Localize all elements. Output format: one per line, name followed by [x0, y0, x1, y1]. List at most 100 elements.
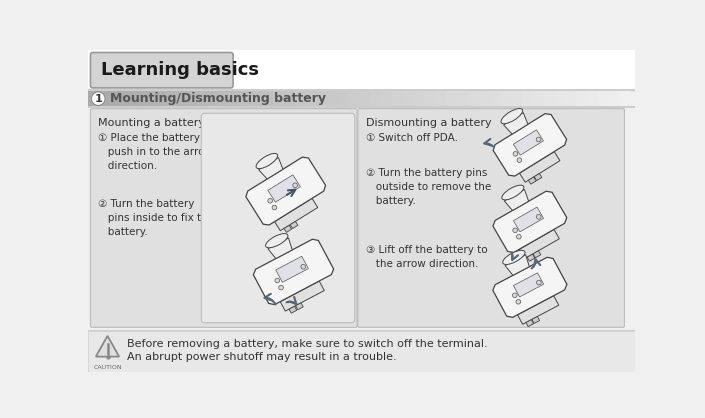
Ellipse shape [503, 250, 525, 265]
FancyBboxPatch shape [435, 91, 447, 106]
Polygon shape [534, 173, 542, 181]
Polygon shape [518, 229, 559, 259]
FancyBboxPatch shape [316, 91, 328, 106]
Text: Dismounting a battery: Dismounting a battery [366, 118, 491, 128]
Polygon shape [504, 189, 529, 211]
FancyBboxPatch shape [338, 91, 349, 106]
FancyBboxPatch shape [598, 91, 610, 106]
Circle shape [537, 280, 541, 285]
FancyBboxPatch shape [392, 91, 403, 106]
FancyBboxPatch shape [327, 91, 338, 106]
FancyBboxPatch shape [358, 109, 625, 327]
Polygon shape [268, 175, 300, 202]
FancyBboxPatch shape [153, 91, 165, 106]
FancyBboxPatch shape [479, 91, 491, 106]
FancyBboxPatch shape [175, 91, 187, 106]
Polygon shape [532, 316, 539, 324]
Polygon shape [295, 303, 303, 310]
Text: CAUTION: CAUTION [93, 365, 122, 370]
Text: ① Place the battery and
   push in to the arrow
   direction.: ① Place the battery and push in to the a… [98, 133, 223, 171]
Polygon shape [528, 177, 536, 184]
Text: ③ Lift off the battery to
   the arrow direction.: ③ Lift off the battery to the arrow dire… [366, 245, 487, 269]
Ellipse shape [501, 109, 522, 124]
FancyBboxPatch shape [99, 91, 111, 106]
FancyBboxPatch shape [88, 108, 634, 330]
FancyBboxPatch shape [457, 91, 469, 106]
FancyBboxPatch shape [446, 91, 458, 106]
FancyBboxPatch shape [88, 50, 634, 89]
FancyBboxPatch shape [424, 91, 436, 106]
Circle shape [272, 205, 277, 210]
FancyBboxPatch shape [381, 91, 393, 106]
Polygon shape [259, 158, 283, 179]
Circle shape [516, 299, 520, 304]
Circle shape [268, 199, 272, 203]
Polygon shape [253, 239, 333, 305]
Polygon shape [513, 130, 544, 155]
FancyBboxPatch shape [164, 91, 176, 106]
Circle shape [517, 234, 521, 239]
FancyBboxPatch shape [348, 91, 360, 106]
FancyBboxPatch shape [121, 91, 133, 106]
FancyBboxPatch shape [88, 330, 634, 331]
Polygon shape [274, 199, 318, 231]
Circle shape [513, 228, 517, 233]
FancyBboxPatch shape [403, 91, 415, 106]
FancyBboxPatch shape [565, 91, 577, 106]
Polygon shape [517, 296, 559, 324]
FancyBboxPatch shape [273, 91, 284, 106]
Circle shape [517, 158, 522, 163]
Circle shape [91, 92, 105, 106]
FancyBboxPatch shape [620, 91, 632, 106]
Circle shape [293, 183, 298, 188]
Polygon shape [493, 114, 567, 176]
FancyBboxPatch shape [132, 91, 143, 106]
Polygon shape [526, 320, 534, 326]
Circle shape [278, 285, 283, 290]
FancyBboxPatch shape [370, 91, 382, 106]
Polygon shape [284, 225, 292, 232]
FancyBboxPatch shape [360, 91, 371, 106]
FancyBboxPatch shape [88, 91, 634, 92]
FancyBboxPatch shape [587, 91, 599, 106]
FancyBboxPatch shape [522, 91, 534, 106]
Polygon shape [513, 207, 544, 232]
FancyBboxPatch shape [219, 91, 230, 106]
Polygon shape [520, 152, 560, 182]
Polygon shape [493, 257, 567, 317]
FancyBboxPatch shape [555, 91, 566, 106]
FancyBboxPatch shape [90, 53, 233, 88]
FancyBboxPatch shape [142, 91, 154, 106]
FancyBboxPatch shape [489, 91, 501, 106]
Text: Mounting a battery: Mounting a battery [98, 118, 205, 128]
Circle shape [301, 265, 305, 269]
FancyBboxPatch shape [88, 91, 99, 106]
Ellipse shape [502, 185, 524, 200]
Polygon shape [513, 273, 544, 297]
FancyBboxPatch shape [197, 91, 208, 106]
Polygon shape [276, 256, 308, 282]
FancyBboxPatch shape [110, 91, 121, 106]
FancyBboxPatch shape [468, 91, 479, 106]
FancyBboxPatch shape [240, 91, 252, 106]
Text: 1: 1 [94, 94, 102, 104]
FancyBboxPatch shape [501, 91, 512, 106]
Circle shape [275, 278, 280, 283]
FancyBboxPatch shape [283, 91, 295, 106]
Circle shape [513, 293, 517, 298]
Polygon shape [268, 238, 293, 259]
FancyBboxPatch shape [88, 89, 634, 91]
Text: Learning basics: Learning basics [101, 61, 259, 79]
FancyBboxPatch shape [294, 91, 306, 106]
Polygon shape [505, 255, 529, 275]
Text: Before removing a battery, make sure to switch off the terminal.: Before removing a battery, make sure to … [127, 339, 487, 349]
Polygon shape [527, 254, 535, 261]
Text: ② Turn the battery
   pins inside to fix the
   battery.: ② Turn the battery pins inside to fix th… [98, 199, 214, 237]
Polygon shape [289, 306, 297, 313]
Polygon shape [493, 191, 567, 252]
FancyBboxPatch shape [533, 91, 544, 106]
Polygon shape [503, 112, 528, 134]
Ellipse shape [266, 234, 288, 248]
FancyBboxPatch shape [544, 91, 556, 106]
FancyBboxPatch shape [414, 91, 425, 106]
